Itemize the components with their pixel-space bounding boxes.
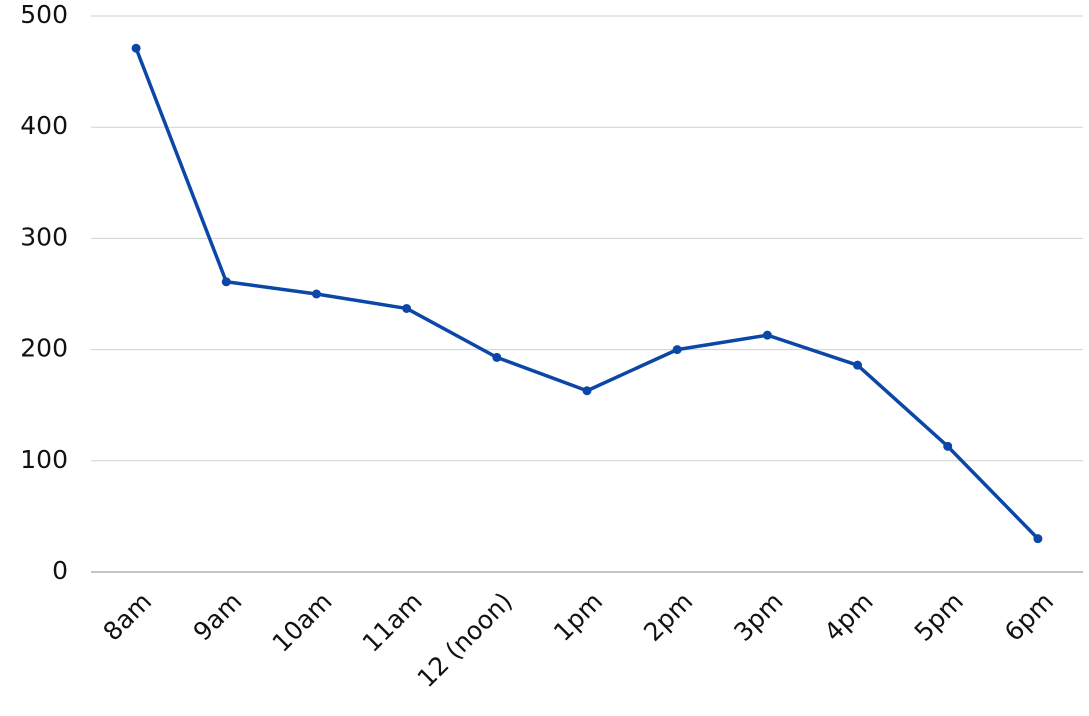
y-tick-label: 200: [20, 334, 68, 363]
y-tick-label: 400: [20, 111, 68, 140]
point: [492, 352, 502, 362]
x-tick-label: 8am: [97, 587, 157, 647]
x-tick-label: 12 (noon): [412, 587, 518, 693]
y-tick-label: 300: [20, 222, 68, 251]
point: [672, 345, 682, 355]
point: [131, 43, 141, 53]
point: [311, 289, 321, 299]
x-tick-label: 10am: [267, 587, 338, 658]
point: [762, 330, 772, 340]
point: [582, 386, 592, 396]
point: [221, 277, 231, 287]
x-tick-label: 5pm: [909, 587, 969, 647]
point: [943, 441, 953, 451]
x-tick-label: 6pm: [999, 587, 1059, 647]
point: [853, 360, 863, 370]
x-tick-label: 11am: [357, 587, 428, 658]
x-tick-label: 4pm: [819, 587, 879, 647]
point: [1033, 534, 1043, 544]
x-tick-label: 2pm: [638, 587, 698, 647]
point: [402, 303, 412, 313]
line: [134, 47, 1040, 540]
x-tick-label: 9am: [188, 587, 248, 647]
x-tick-label: 3pm: [728, 587, 788, 647]
y-tick-label: 500: [20, 0, 68, 29]
x-tick-label: 1pm: [548, 587, 608, 647]
y-tick-label: 0: [52, 556, 68, 585]
y-tick-label: 100: [20, 445, 68, 474]
